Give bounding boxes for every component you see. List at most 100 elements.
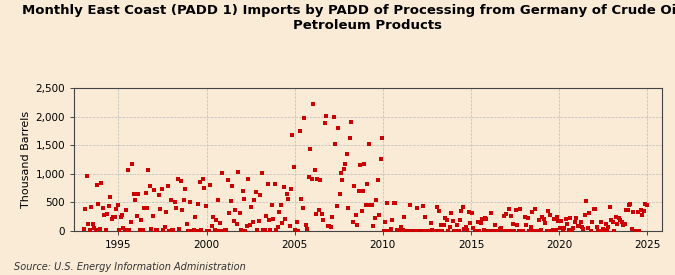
Point bbox=[284, 223, 295, 228]
Point bbox=[117, 213, 128, 217]
Point bbox=[403, 229, 414, 233]
Point bbox=[381, 200, 392, 205]
Point bbox=[279, 217, 290, 221]
Point bbox=[327, 215, 338, 220]
Point bbox=[333, 126, 344, 131]
Point bbox=[168, 227, 179, 232]
Point bbox=[144, 184, 155, 188]
Point bbox=[465, 221, 476, 225]
Point bbox=[514, 229, 524, 233]
Point bbox=[423, 229, 433, 233]
Point bbox=[606, 218, 617, 222]
Point bbox=[140, 191, 151, 196]
Point bbox=[490, 223, 501, 227]
Point bbox=[208, 215, 219, 219]
Point bbox=[539, 217, 549, 221]
Point bbox=[390, 201, 401, 205]
Point bbox=[329, 142, 340, 146]
Point bbox=[400, 229, 411, 233]
Point bbox=[126, 220, 136, 224]
Point bbox=[306, 176, 317, 181]
Point bbox=[335, 170, 346, 175]
Point bbox=[478, 228, 489, 233]
Point bbox=[459, 227, 470, 231]
Point bbox=[325, 225, 336, 229]
Point bbox=[294, 128, 305, 133]
Point bbox=[410, 229, 421, 233]
Point bbox=[127, 161, 138, 166]
Point bbox=[571, 216, 582, 221]
Point bbox=[113, 227, 124, 232]
Point bbox=[346, 120, 356, 124]
Point bbox=[137, 228, 148, 232]
Point bbox=[484, 229, 495, 233]
Point bbox=[323, 224, 333, 229]
Point bbox=[230, 208, 240, 212]
Point bbox=[263, 218, 274, 222]
Point bbox=[87, 222, 98, 226]
Point bbox=[159, 224, 170, 229]
Point bbox=[118, 226, 129, 230]
Point bbox=[196, 228, 207, 232]
Point bbox=[315, 178, 326, 182]
Point bbox=[624, 203, 634, 208]
Point bbox=[448, 218, 458, 223]
Point bbox=[158, 228, 169, 232]
Point bbox=[491, 229, 502, 233]
Point bbox=[499, 213, 510, 218]
Point bbox=[219, 228, 230, 233]
Point bbox=[121, 208, 132, 212]
Point bbox=[503, 207, 514, 212]
Point bbox=[566, 229, 577, 233]
Point bbox=[610, 215, 621, 219]
Point bbox=[194, 180, 205, 184]
Point bbox=[374, 212, 385, 217]
Point bbox=[153, 193, 164, 197]
Point bbox=[303, 175, 314, 179]
Point bbox=[456, 209, 467, 213]
Point bbox=[130, 198, 140, 202]
Point bbox=[444, 225, 455, 229]
Point bbox=[286, 187, 296, 191]
Point bbox=[412, 205, 423, 210]
Point bbox=[109, 214, 120, 219]
Point bbox=[339, 167, 350, 172]
Point bbox=[215, 221, 226, 225]
Point bbox=[562, 222, 572, 226]
Point bbox=[83, 221, 94, 226]
Point bbox=[107, 217, 117, 221]
Point bbox=[541, 229, 552, 233]
Point bbox=[615, 217, 626, 222]
Point bbox=[317, 212, 327, 217]
Point bbox=[452, 223, 462, 227]
Point bbox=[78, 227, 89, 231]
Point bbox=[625, 202, 636, 206]
Point bbox=[362, 182, 373, 186]
Point bbox=[254, 193, 265, 197]
Point bbox=[605, 205, 616, 209]
Point bbox=[377, 136, 387, 140]
Point bbox=[578, 227, 589, 231]
Point bbox=[619, 222, 630, 226]
Point bbox=[487, 229, 497, 233]
Point bbox=[99, 212, 110, 217]
Point bbox=[108, 215, 119, 219]
Point bbox=[281, 192, 292, 197]
Point bbox=[234, 211, 245, 215]
Point bbox=[583, 226, 593, 230]
Point bbox=[262, 182, 273, 187]
Point bbox=[616, 220, 627, 224]
Point bbox=[639, 209, 649, 214]
Point bbox=[223, 178, 234, 182]
Point bbox=[348, 220, 358, 224]
Point bbox=[304, 147, 315, 152]
Point bbox=[450, 229, 461, 233]
Point bbox=[342, 152, 352, 156]
Point bbox=[236, 228, 246, 232]
Point bbox=[630, 229, 641, 233]
Point bbox=[535, 227, 546, 232]
Point bbox=[258, 228, 269, 232]
Point bbox=[414, 229, 425, 233]
Point bbox=[518, 229, 529, 233]
Point bbox=[475, 221, 486, 226]
